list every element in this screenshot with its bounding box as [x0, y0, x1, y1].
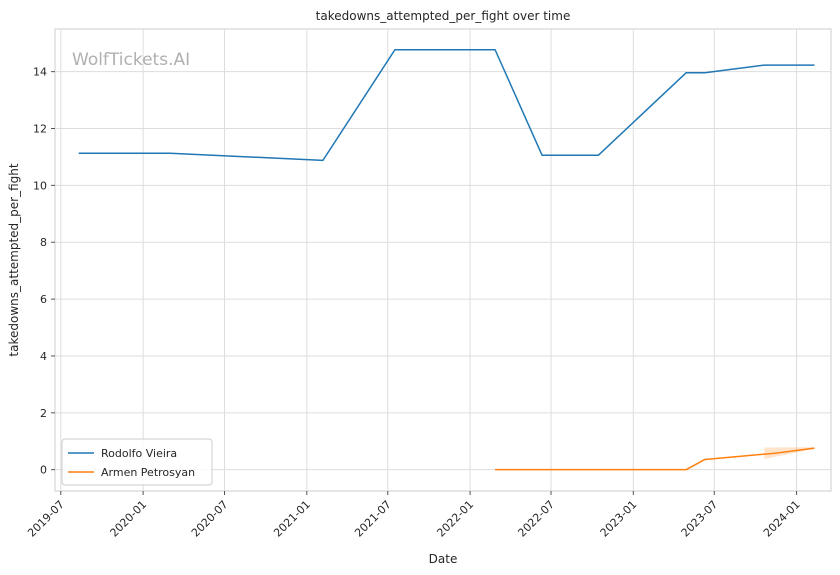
x-axis-ticks: 2019-07 2020-01 2020-07 2021-01 2021-07 2022-…	[25, 491, 803, 540]
y-tick-label: 14	[33, 66, 47, 79]
chart-title: takedowns_attempted_per_fight over time	[316, 9, 571, 23]
legend: Rodolfo Vieira Armen Petrosyan	[61, 438, 213, 486]
y-tick-label: 2	[40, 407, 47, 420]
x-tick-label: 2022-01	[434, 498, 476, 540]
x-tick-label: 2023-01	[598, 498, 640, 540]
grid	[55, 29, 831, 491]
legend-label-rodolfo-vieira: Rodolfo Vieira	[101, 447, 177, 460]
x-tick-label: 2022-07	[515, 498, 557, 540]
x-tick-label: 2023-07	[679, 498, 721, 540]
x-tick-label: 2020-07	[189, 498, 231, 540]
series-line-rodolfo-vieira	[78, 49, 815, 162]
y-tick-label: 8	[40, 236, 47, 249]
y-tick-label: 0	[40, 464, 47, 477]
legend-label-armen-petrosyan: Armen Petrosyan	[101, 466, 195, 479]
watermark: WolfTickets.AI	[72, 50, 190, 70]
plot-area	[54, 28, 832, 492]
series-line-armen-petrosyan	[495, 447, 815, 471]
x-axis-label: Date	[429, 552, 458, 566]
x-tick-label: 2021-07	[352, 498, 394, 540]
y-tick-label: 12	[33, 123, 47, 136]
y-axis-label: takedowns_attempted_per_fight	[7, 163, 21, 356]
y-tick-label: 10	[33, 179, 47, 192]
x-tick-label: 2021-01	[271, 498, 313, 540]
x-tick-label: 2020-01	[108, 498, 150, 540]
series-lines	[78, 49, 815, 471]
x-tick-label: 2024-01	[761, 498, 803, 540]
y-axis-ticks: 0 2 4 6 8 10 12 14	[33, 66, 55, 477]
y-tick-label: 4	[40, 350, 47, 363]
y-tick-label: 6	[40, 293, 47, 306]
x-tick-label: 2019-07	[25, 498, 67, 540]
legend-box	[61, 438, 213, 486]
